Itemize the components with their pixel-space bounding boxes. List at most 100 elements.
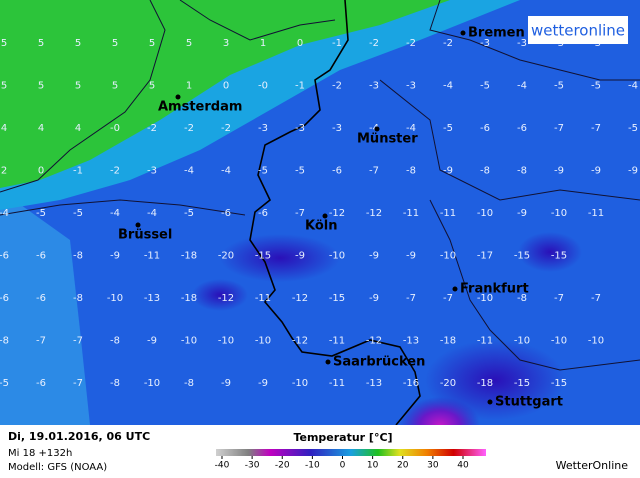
grid-value: -9 — [406, 251, 416, 262]
grid-value: 5 — [149, 81, 155, 92]
grid-value: -7 — [73, 378, 83, 389]
grid-value: -8 — [110, 336, 120, 347]
grid-value: -6 — [36, 251, 46, 262]
grid-value: -9 — [221, 378, 231, 389]
grid-value: 5 — [75, 38, 81, 49]
grid-value: -10 — [218, 336, 234, 347]
grid-value: -3 — [332, 123, 342, 134]
city-dot — [460, 30, 466, 36]
grid-value: -3 — [295, 123, 305, 134]
region — [0, 0, 450, 188]
legend-tick-label: -10 — [305, 461, 320, 471]
legend-tick-label: 20 — [397, 461, 409, 471]
grid-value: -7 — [295, 208, 305, 219]
grid-value: -7 — [591, 123, 601, 134]
grid-value: -7 — [554, 293, 564, 304]
grid-value: -3 — [369, 81, 379, 92]
legend-tick-label: -30 — [245, 461, 260, 471]
grid-value: -1 — [295, 81, 305, 92]
grid-value: -0 — [258, 81, 268, 92]
region — [0, 190, 90, 425]
grid-value: -4 — [184, 166, 194, 177]
grid-value: -9 — [295, 251, 305, 262]
legend-title: Temperatur [°C] — [293, 431, 392, 444]
grid-value: 4 — [1, 123, 7, 134]
city-dot — [325, 359, 331, 365]
grid-value: 5 — [38, 81, 44, 92]
grid-value: -6 — [36, 293, 46, 304]
grid-value: -4 — [628, 81, 638, 92]
grid-value: -10 — [551, 208, 567, 219]
grid-value: -11 — [440, 208, 456, 219]
grid-value: -2 — [406, 38, 416, 49]
grid-value: -3 — [517, 38, 527, 49]
grid-value: -2 — [147, 123, 157, 134]
grid-value: -3 — [406, 81, 416, 92]
grid-value: -5 — [184, 208, 194, 219]
grid-value: -2 — [221, 123, 231, 134]
grid-value: -4 — [517, 81, 527, 92]
grid-value: -4 — [369, 123, 379, 134]
grid-value: -8 — [110, 378, 120, 389]
grid-value: 4 — [75, 123, 81, 134]
grid-value: -1 — [332, 38, 342, 49]
grid-value: -18 — [477, 378, 493, 389]
grid-value: -7 — [554, 123, 564, 134]
grid-value: -9 — [258, 378, 268, 389]
grid-value: -15 — [551, 251, 567, 262]
grid-value: 1 — [260, 38, 266, 49]
city-label: Bremen — [468, 26, 525, 41]
city-label: Stuttgart — [495, 395, 563, 410]
grid-value: -10 — [440, 251, 456, 262]
grid-value: 1 — [186, 81, 192, 92]
grid-value: -5 — [443, 123, 453, 134]
grid-value: -7 — [591, 293, 601, 304]
grid-value: -6 — [0, 293, 9, 304]
city-dot — [322, 213, 328, 219]
grid-value: -8 — [480, 166, 490, 177]
grid-value: -7 — [369, 166, 379, 177]
grid-value: -9 — [147, 336, 157, 347]
grid-value: -2 — [369, 38, 379, 49]
cold-area — [192, 279, 248, 311]
legend-tick-label: -40 — [215, 461, 230, 471]
grid-value: -9 — [628, 166, 638, 177]
grid-value: -18 — [440, 336, 456, 347]
grid-value: -3 — [258, 123, 268, 134]
grid-value: -5 — [554, 81, 564, 92]
grid-value: -3 — [147, 166, 157, 177]
grid-value: -4 — [221, 166, 231, 177]
grid-value: -4 — [0, 208, 9, 219]
coast — [0, 0, 640, 371]
grid-value: -6 — [332, 166, 342, 177]
grid-value: -1 — [73, 166, 83, 177]
grid-value: -15 — [514, 251, 530, 262]
grid-value: -18 — [181, 293, 197, 304]
grid-value: 5 — [112, 38, 118, 49]
colorbar — [216, 449, 486, 456]
grid-value: -9 — [554, 166, 564, 177]
grid-value: -10 — [514, 336, 530, 347]
grid-value: -5 — [73, 208, 83, 219]
grid-value: 5 — [75, 81, 81, 92]
grid-value: -9 — [443, 166, 453, 177]
grid-value: -2 — [110, 166, 120, 177]
grid-value: -17 — [477, 251, 493, 262]
grid-value: -8 — [0, 336, 9, 347]
grid-value: -13 — [144, 293, 160, 304]
grid-value: -10 — [292, 378, 308, 389]
grid-value: -2 — [332, 81, 342, 92]
grid-value: 0 — [38, 166, 44, 177]
cold-area — [425, 340, 565, 420]
grid-value: -11 — [329, 378, 345, 389]
legend-tick-label: -20 — [275, 461, 290, 471]
grid-value: -8 — [517, 293, 527, 304]
brand: WetterOnline — [556, 459, 629, 472]
city-dot — [135, 222, 141, 228]
grid-value: -9 — [110, 251, 120, 262]
grid-value: -4 — [443, 81, 453, 92]
grid-value: -11 — [329, 336, 345, 347]
grid-value: -10 — [588, 336, 604, 347]
grid-value: -20 — [218, 251, 234, 262]
